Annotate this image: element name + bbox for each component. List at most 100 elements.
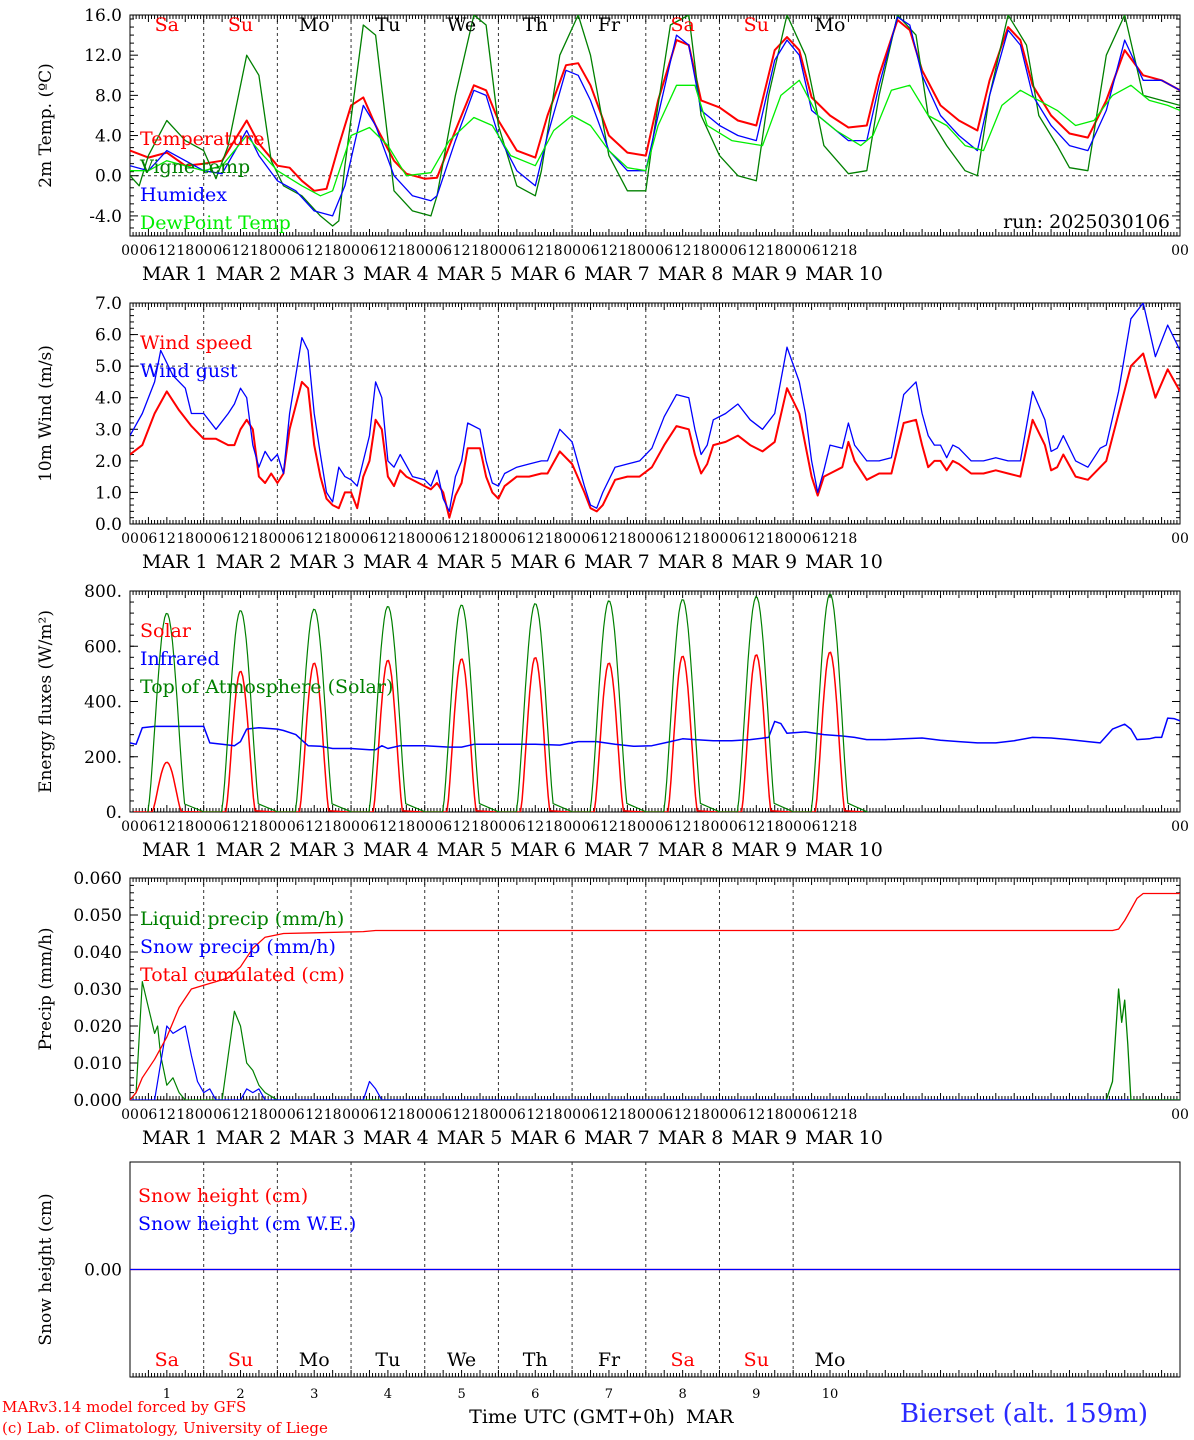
x-day-number: 4 (384, 1387, 392, 1402)
y-axis-label: 2m Temp. (ºC) (36, 63, 56, 188)
x-hour-tick: 18 (471, 819, 489, 835)
x-hour-tick: 18 (397, 819, 415, 835)
x-hour-tick: 12 (453, 243, 471, 259)
x-day-label: MAR 6 (510, 1127, 576, 1149)
series-wind-gust (130, 303, 1180, 513)
x-hour-tick: 12 (232, 1107, 250, 1123)
x-hour-tick: 12 (600, 1107, 618, 1123)
x-hour-tick: 12 (305, 819, 323, 835)
x-hour-tick: 06 (655, 1107, 673, 1123)
x-day-label: MAR 10 (805, 551, 883, 573)
y-tick-label: -4.0 (89, 207, 122, 227)
x-hour-tick: 18 (766, 531, 784, 547)
weekday-label: Sa (155, 1349, 179, 1371)
y-tick-label: 8.0 (95, 86, 122, 106)
weekday-label: Mo (299, 1349, 330, 1371)
x-hour-tick: 06 (508, 243, 526, 259)
panel-1: -4.0 0.0 4.0 8.0 12.0 16.0 2m Temp. (ºC) Temper… (36, 6, 1189, 285)
x-hour-tick: 06 (508, 819, 526, 835)
x-hour-tick: 00 (342, 1107, 360, 1123)
weekday-label: Th (523, 1349, 548, 1371)
y-tick-label: 1.0 (95, 483, 122, 503)
x-day-label: MAR 9 (731, 839, 797, 861)
series-dewpoint-temp (130, 79, 1180, 197)
y-tick-label: 0. (106, 803, 122, 823)
x-hour-tick: 12 (232, 531, 250, 547)
y-tick-label: 0.010 (73, 1054, 122, 1074)
x-hour-tick: 06 (287, 531, 305, 547)
y-tick-label: 0.000 (73, 1091, 122, 1111)
x-hour-tick: 18 (324, 819, 342, 835)
weekday-label: Mo (815, 1349, 846, 1371)
series-liquid-precip-late (1105, 988, 1180, 1100)
x-day-number: 10 (822, 1387, 839, 1402)
panel-frame (129, 590, 1181, 813)
x-hour-tick: 12 (747, 819, 765, 835)
y-tick-label: 2.0 (95, 452, 122, 472)
x-hour-tick: 12 (600, 531, 618, 547)
x-hour-tick: 18 (840, 531, 858, 547)
run-label: run: 2025030106 (1003, 211, 1170, 233)
x-hour-tick: 18 (250, 531, 268, 547)
x-hour-tick: 18 (692, 819, 710, 835)
legend-entry: Liquid precip (mm/h) (140, 908, 344, 930)
y-tick-label: 600. (84, 637, 122, 657)
x-hour-tick: 00 (784, 243, 802, 259)
x-hour-tick: 00 (342, 531, 360, 547)
x-hour-tick: 06 (434, 819, 452, 835)
x-hour-tick: 00 (195, 243, 213, 259)
x-hour-tick: 12 (526, 819, 544, 835)
x-day-label: MAR 6 (510, 839, 576, 861)
x-hour-tick: 12 (600, 819, 618, 835)
x-day-number: 2 (236, 1387, 244, 1402)
x-hour-tick: 06 (140, 1107, 158, 1123)
x-hour-tick: 00 (1171, 1107, 1189, 1123)
x-hour-tick: 00 (637, 531, 655, 547)
x-hour-tick: 18 (840, 243, 858, 259)
x-hour-tick: 18 (176, 531, 194, 547)
x-hour-tick: 00 (563, 1107, 581, 1123)
x-hour-tick: 06 (361, 531, 379, 547)
y-tick-label: 7.0 (95, 294, 122, 314)
x-hour-tick: 00 (711, 819, 729, 835)
x-hour-tick: 06 (803, 819, 821, 835)
x-day-number: 8 (678, 1387, 686, 1402)
x-hour-tick: 12 (526, 1107, 544, 1123)
x-day-number: 6 (531, 1387, 539, 1402)
x-hour-tick: 12 (232, 243, 250, 259)
x-hour-tick: 18 (324, 1107, 342, 1123)
panel-3: 0. 200. 400. 600. 800. Energy fluxes (W/m²) So… (36, 582, 1189, 861)
weekday-label: Tu (375, 1349, 400, 1371)
x-hour-tick: 00 (1171, 819, 1189, 835)
x-hour-tick: 00 (490, 243, 508, 259)
series-top-of-atmosphere-solar (147, 593, 868, 812)
x-hour-tick: 12 (747, 243, 765, 259)
y-tick-label: 0.0 (95, 515, 122, 535)
x-day-label: MAR 2 (216, 551, 282, 573)
series-liquid-precip-mm-h (130, 981, 1180, 1100)
x-hour-tick: 12 (232, 819, 250, 835)
x-day-label: MAR 4 (363, 839, 429, 861)
x-hour-tick: 00 (563, 243, 581, 259)
x-hour-tick: 00 (711, 531, 729, 547)
x-hour-tick: 18 (840, 1107, 858, 1123)
x-day-label: MAR 5 (437, 263, 503, 285)
x-day-label: MAR 5 (437, 551, 503, 573)
x-hour-tick: 06 (508, 531, 526, 547)
x-hour-tick: 06 (582, 1107, 600, 1123)
x-hour-tick: 00 (416, 819, 434, 835)
x-hour-tick: 06 (729, 531, 747, 547)
x-day-number: 1 (163, 1387, 171, 1402)
x-hour-tick: 12 (305, 531, 323, 547)
x-hour-tick: 18 (618, 1107, 636, 1123)
x-day-number: 7 (605, 1387, 613, 1402)
y-tick-label: 400. (84, 693, 122, 713)
x-hour-tick: 06 (361, 243, 379, 259)
y-tick-label: 0.030 (73, 980, 122, 1000)
x-hour-tick: 06 (140, 819, 158, 835)
x-hour-tick: 18 (471, 531, 489, 547)
x-hour-tick: 06 (213, 531, 231, 547)
x-hour-tick: 12 (158, 531, 176, 547)
x-hour-tick: 18 (397, 1107, 415, 1123)
x-hour-tick: 06 (655, 819, 673, 835)
